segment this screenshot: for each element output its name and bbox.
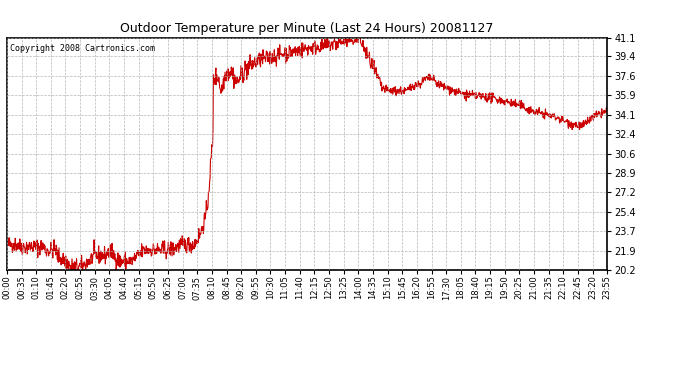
Title: Outdoor Temperature per Minute (Last 24 Hours) 20081127: Outdoor Temperature per Minute (Last 24 … [120, 22, 494, 35]
Text: Copyright 2008 Cartronics.com: Copyright 2008 Cartronics.com [10, 45, 155, 54]
